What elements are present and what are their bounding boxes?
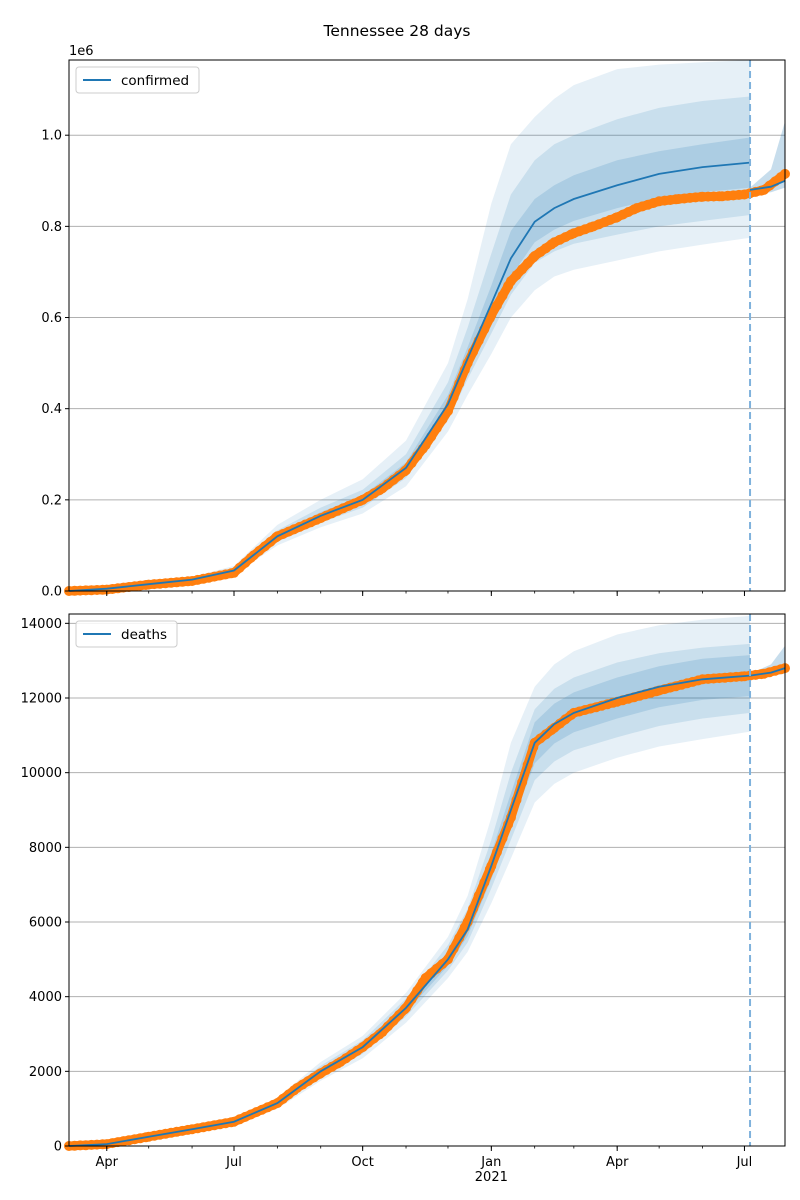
deaths-band-0 xyxy=(69,615,750,1146)
confirmed-legend-box xyxy=(75,66,200,94)
deaths-legend-box xyxy=(75,620,178,648)
deaths-ytick-label: 6000 xyxy=(29,916,62,931)
xtick-label: Oct xyxy=(351,1155,373,1170)
deaths-uncertainty-bands xyxy=(69,615,785,1146)
deaths-panel: 0 2000 4000 6000 8000 10000 12000 14000 Apr Jul Oc… xyxy=(21,613,790,1185)
deaths-observed-point xyxy=(406,994,417,1005)
deaths-ytick-label: 14000 xyxy=(21,617,62,632)
deaths-observed-point xyxy=(454,933,465,943)
confirmed-band-2 xyxy=(69,137,750,591)
xtick-label: Jul xyxy=(736,1155,753,1170)
deaths-ytick-label: 8000 xyxy=(29,841,62,856)
confirmed-legend-label: confirmed xyxy=(121,73,189,89)
deaths-ytick-label: 4000 xyxy=(29,990,62,1005)
confirmed-post-forecast-median-line xyxy=(749,179,786,191)
confirmed-band-0 xyxy=(69,60,750,591)
confirmed-model-median-line xyxy=(68,161,751,592)
confirmed-observed-point xyxy=(426,431,437,442)
deaths-axes-frame xyxy=(68,613,786,1147)
deaths-ytick-label: 0 xyxy=(54,1140,62,1155)
confirmed-axis-ticks: 0.0 0.2 0.4 0.6 0.8 1.0 1e6 xyxy=(41,44,745,600)
confirmed-observed-point xyxy=(486,310,497,321)
confirmed-observed-point xyxy=(497,290,508,301)
xtick-label: Apr xyxy=(606,1155,629,1170)
chart-title: Tennessee 28 days xyxy=(323,22,471,40)
confirmed-axes-frame xyxy=(68,59,786,592)
xtick-label: Jul xyxy=(225,1155,242,1170)
deaths-post-forecast-median-line xyxy=(749,667,786,677)
confirmed-observed-point xyxy=(468,346,479,357)
deaths-series xyxy=(64,663,790,1151)
deaths-band-1 xyxy=(69,643,750,1146)
confirmed-uncertainty-bands xyxy=(69,60,785,591)
confirmed-ytick-label: 0.2 xyxy=(41,493,62,508)
confirmed-legend: confirmed xyxy=(75,66,200,94)
confirmed-band-1 xyxy=(69,96,750,591)
confirmed-ytick-label: 1.0 xyxy=(41,129,62,144)
confirmed-observed-point xyxy=(406,458,417,469)
xtick-label: Jan xyxy=(480,1155,501,1170)
deaths-model-median-line xyxy=(68,674,751,1147)
confirmed-y-scale-label: 1e6 xyxy=(69,44,94,59)
confirmed-ytick-label: 0.8 xyxy=(41,220,62,235)
confirmed-observed-point xyxy=(431,423,442,434)
deaths-axis-ticks: 0 2000 4000 6000 8000 10000 12000 14000 Apr Jul Oc… xyxy=(21,617,753,1185)
deaths-legend-label: deaths xyxy=(121,627,167,643)
deaths-ytick-label: 2000 xyxy=(29,1065,62,1080)
deaths-legend: deaths xyxy=(75,620,178,648)
confirmed-panel: 0.0 0.2 0.4 0.6 0.8 1.0 1e6 confirmed xyxy=(41,44,790,600)
xtick-year-label: 2021 xyxy=(475,1170,508,1185)
confirmed-observed-point xyxy=(491,300,502,311)
deaths-ytick-label: 12000 xyxy=(21,692,62,707)
confirmed-ytick-label: 0.6 xyxy=(41,311,62,326)
confirmed-observed-point xyxy=(401,465,411,476)
confirmed-ytick-label: 0.4 xyxy=(41,402,62,417)
deaths-ytick-label: 10000 xyxy=(21,766,62,781)
confirmed-observed-point xyxy=(420,440,431,451)
confirmed-ytick-label: 0.0 xyxy=(41,585,62,600)
xtick-label: Apr xyxy=(96,1155,119,1170)
